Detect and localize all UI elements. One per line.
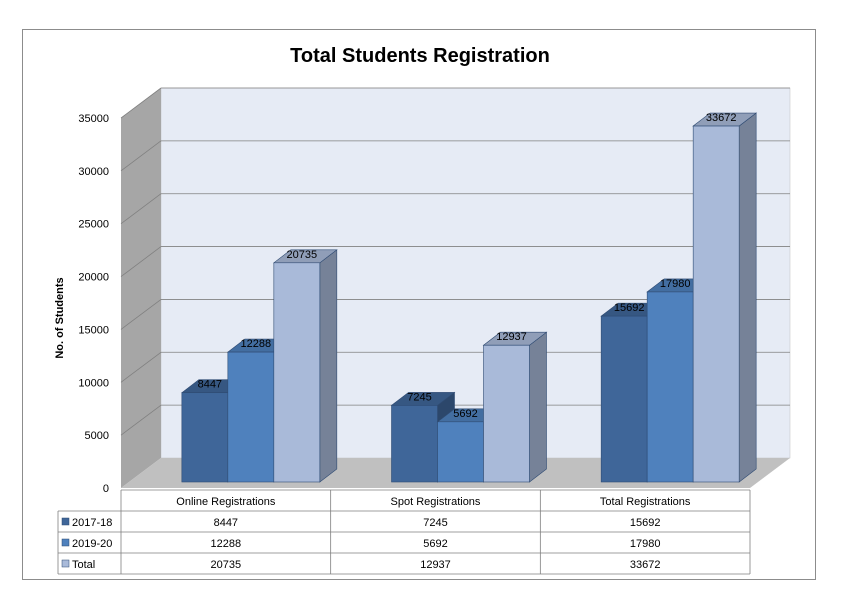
bar-side [319, 249, 338, 483]
bar-front [227, 351, 275, 483]
data-label: 5692 [453, 408, 477, 420]
y-tick-label: 5000 [85, 430, 109, 442]
table-cell: 15692 [630, 517, 661, 529]
y-tick-label: 10000 [78, 377, 109, 389]
legend-key [61, 517, 70, 526]
table-cell: 12937 [420, 559, 451, 571]
bar-front [273, 262, 321, 483]
data-label: 12937 [496, 331, 527, 343]
table-series-name: 2019-20 [72, 538, 112, 550]
gridline-side [120, 299, 162, 330]
chart-frame: Total Students Registration No. of Stude… [22, 29, 816, 580]
data-label: 12288 [241, 338, 272, 350]
table-cell: 12288 [211, 538, 242, 550]
bar-front [646, 291, 694, 483]
bar-front [437, 421, 484, 483]
gridline-side [120, 351, 162, 383]
table-series-name: Total [72, 559, 95, 571]
data-label: 7245 [407, 391, 431, 403]
bar [692, 112, 758, 483]
table-header-cell: Online Registrations [176, 496, 276, 508]
table-header-cell: Total Registrations [600, 496, 691, 508]
table-cell: 33672 [630, 559, 661, 571]
data-label: 15692 [614, 302, 645, 314]
data-table: Online Registrations Spot Registrations To… [57, 489, 751, 575]
gridline-side [120, 193, 162, 225]
y-tick-label: 35000 [78, 113, 109, 125]
bar-front [483, 344, 530, 483]
table-header-cell: Spot Registrations [391, 496, 481, 508]
chart-svg: Total Students Registration No. of Stude… [54, 45, 791, 575]
gridline-side [120, 246, 162, 277]
y-tick-label: 20000 [78, 272, 109, 284]
bar-front [391, 405, 438, 483]
bar [272, 249, 338, 483]
legend-key [61, 538, 70, 547]
legend-key [61, 559, 70, 568]
bar-front [181, 392, 229, 483]
gridline-side [120, 140, 162, 172]
side-wall [121, 88, 161, 488]
y-tick-label: 15000 [78, 324, 109, 336]
data-label: 20735 [287, 249, 318, 261]
y-tick-label: 0 [103, 483, 109, 495]
bar-side [529, 331, 547, 483]
bars [180, 112, 758, 483]
gridline-side [120, 404, 162, 436]
table-cell: 8447 [214, 517, 238, 529]
data-label: 17980 [660, 278, 691, 290]
bar-front [692, 125, 740, 483]
bar [482, 331, 548, 483]
y-axis-label: No. of Students [54, 277, 66, 358]
table-cell: 20735 [211, 559, 242, 571]
bar-front [600, 315, 648, 483]
table-cell: 5692 [423, 538, 447, 550]
data-labels: 8447 12288 20735 7245 5692 12937 15692 17980 336… [198, 112, 737, 420]
table-cell: 7245 [423, 517, 447, 529]
y-tick-label: 30000 [78, 166, 109, 178]
table-cell: 17980 [630, 538, 661, 550]
chart-title: Total Students Registration [290, 45, 550, 67]
table-series-name: 2017-18 [72, 517, 112, 529]
data-label: 33672 [706, 112, 737, 124]
bar-side [738, 112, 757, 483]
y-tick-label: 25000 [78, 219, 109, 231]
data-label: 8447 [198, 379, 222, 391]
gridline-side [120, 87, 162, 119]
y-tick-labels: 0 5000 10000 15000 20000 25000 30000 35000 [78, 113, 109, 495]
